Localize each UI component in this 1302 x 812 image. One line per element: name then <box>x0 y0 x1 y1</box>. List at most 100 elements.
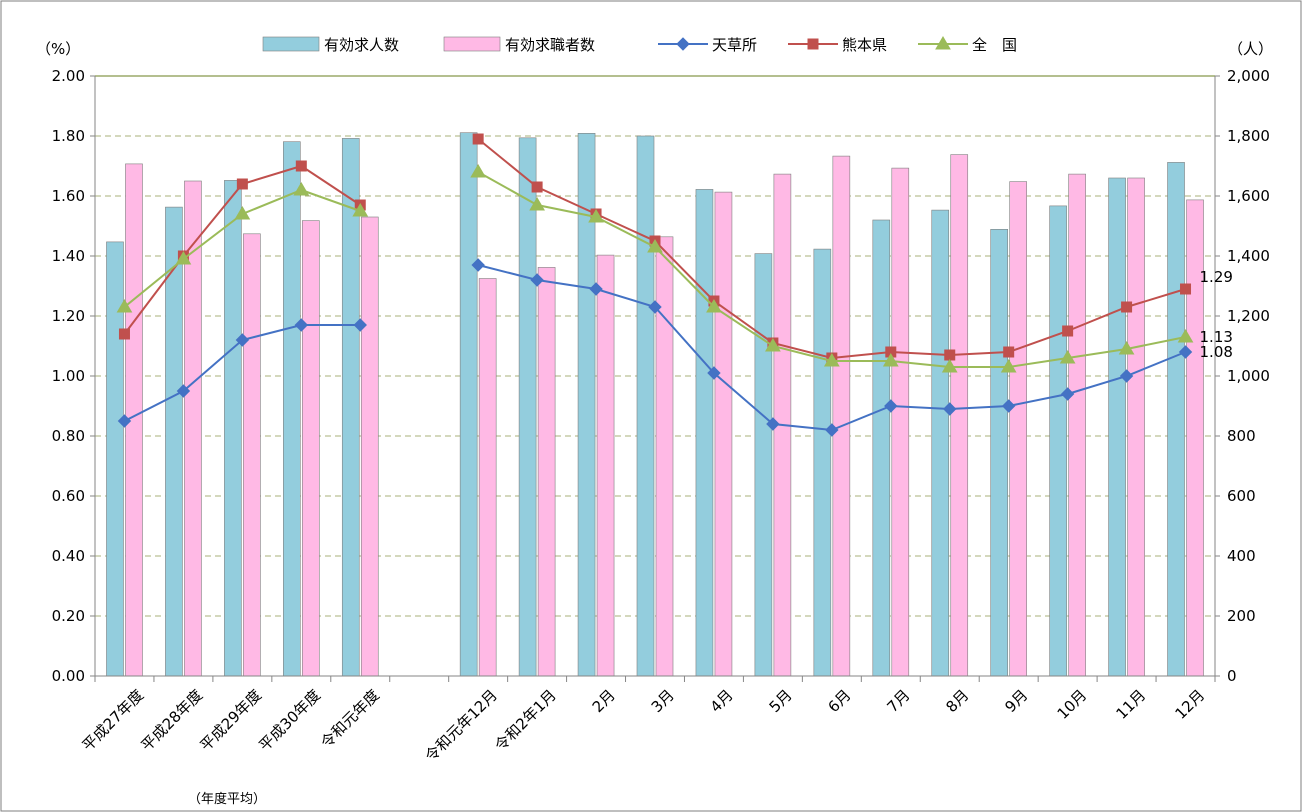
bar <box>1127 177 1145 677</box>
data-point <box>531 181 543 193</box>
bar <box>990 229 1008 677</box>
data-point <box>1062 325 1074 337</box>
data-point <box>943 402 957 416</box>
data-point <box>470 164 487 178</box>
right-tick-label: 1,400 <box>1227 247 1270 265</box>
data-point <box>1059 350 1076 364</box>
left-tick-label: 2.00 <box>52 67 85 85</box>
data-point <box>676 37 690 51</box>
data-point <box>648 300 662 314</box>
bar <box>813 248 832 677</box>
data-point <box>1118 341 1135 355</box>
data-point <box>825 423 839 437</box>
bar <box>459 132 478 677</box>
data-point <box>1000 359 1017 373</box>
bar <box>695 189 714 677</box>
bar <box>832 155 851 677</box>
data-point <box>589 282 603 296</box>
data-point <box>471 258 485 272</box>
data-point <box>176 384 191 398</box>
right-tick-label: 2,000 <box>1227 67 1270 85</box>
legend-label: 全 国 <box>972 36 1017 54</box>
right-tick-label: 1,000 <box>1227 367 1270 385</box>
left-tick-label: 0.40 <box>52 547 85 565</box>
data-point <box>116 299 133 313</box>
data-point <box>935 36 951 50</box>
data-point <box>766 417 780 431</box>
bar <box>537 267 556 677</box>
bar <box>1009 181 1027 677</box>
bar <box>636 135 655 677</box>
left-axis-unit: （%） <box>36 40 80 58</box>
data-point <box>884 399 898 413</box>
data-label: 1.08 <box>1200 343 1233 361</box>
legend-label: 有効求職者数 <box>505 36 595 54</box>
data-point <box>472 133 484 145</box>
data-label: 1.13 <box>1200 328 1233 346</box>
data-point <box>1001 399 1016 413</box>
bar <box>891 167 910 677</box>
data-point <box>530 273 544 287</box>
data-point <box>1003 346 1015 358</box>
left-tick-label: 0.00 <box>52 667 85 685</box>
data-point <box>588 209 604 223</box>
data-point <box>941 359 958 373</box>
left-tick-label: 1.60 <box>52 187 85 205</box>
legend-label: 有効求人数 <box>324 36 399 54</box>
data-point <box>647 239 663 253</box>
right-tick-label: 200 <box>1227 607 1256 625</box>
data-point <box>352 203 369 217</box>
left-tick-label: 1.00 <box>52 367 85 385</box>
bar <box>950 154 969 677</box>
bar <box>360 216 379 677</box>
data-point <box>765 338 781 352</box>
legend-label: 熊本県 <box>842 36 887 54</box>
bar <box>1167 162 1185 677</box>
bar <box>302 220 320 677</box>
data-point <box>944 349 956 361</box>
data-point <box>117 414 132 428</box>
left-tick-label: 0.20 <box>52 607 85 625</box>
left-tick-label: 1.40 <box>52 247 85 265</box>
data-point <box>294 318 309 332</box>
data-point <box>807 38 819 50</box>
left-tick-label: 0.60 <box>52 487 85 505</box>
data-point <box>529 197 545 211</box>
category-note: （年度平均） <box>188 791 266 807</box>
right-tick-label: 800 <box>1227 427 1256 445</box>
left-tick-label: 1.80 <box>52 127 85 145</box>
left-tick-label: 0.80 <box>52 427 85 445</box>
right-tick-label: 400 <box>1227 547 1256 565</box>
data-point <box>295 160 307 172</box>
right-tick-label: 1,200 <box>1227 307 1270 325</box>
bar <box>596 254 615 677</box>
right-axis-unit: （人） <box>1228 40 1273 58</box>
data-point <box>1121 301 1133 313</box>
right-tick-label: 1,800 <box>1227 127 1270 145</box>
bar <box>714 191 733 677</box>
data-point <box>118 328 130 340</box>
data-point <box>1180 283 1192 295</box>
data-point <box>1177 329 1194 343</box>
bar <box>478 278 497 677</box>
bar <box>1068 173 1086 677</box>
bar <box>283 141 301 677</box>
legend-swatch <box>262 36 320 52</box>
data-point <box>175 251 192 265</box>
data-point <box>823 353 840 367</box>
bar <box>754 253 773 677</box>
bar <box>1108 177 1126 677</box>
bar <box>655 236 674 677</box>
data-point <box>707 366 721 380</box>
bar <box>872 219 891 677</box>
data-point <box>353 318 367 332</box>
right-tick-label: 0 <box>1227 667 1237 685</box>
bar <box>243 233 261 677</box>
data-label: 1.29 <box>1200 268 1233 286</box>
left-tick-label: 1.20 <box>52 307 85 325</box>
legend-label: 天草所 <box>712 36 757 54</box>
data-point <box>1178 345 1193 359</box>
bar <box>1049 205 1067 677</box>
